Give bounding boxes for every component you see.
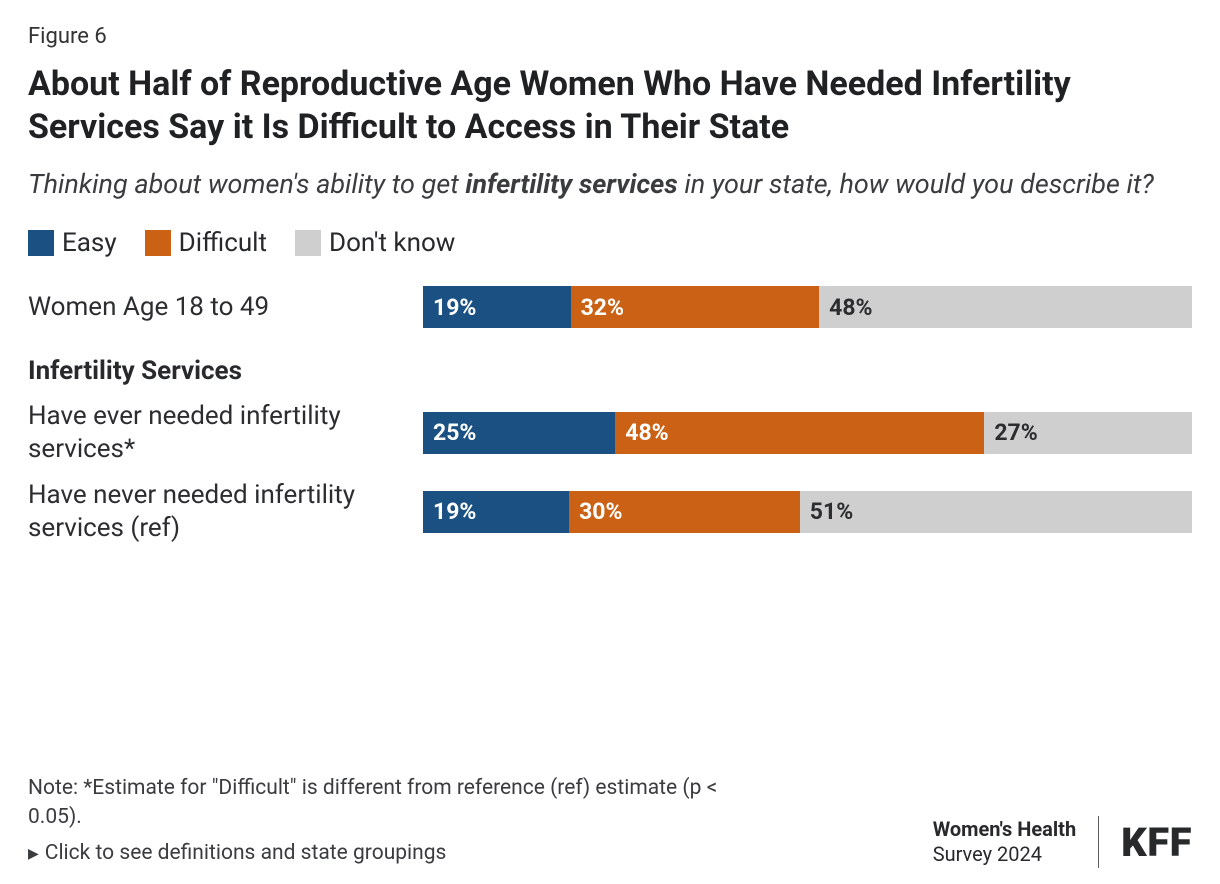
- bar-segment-dk: 27%: [984, 412, 1192, 454]
- legend-item-easy: Easy: [28, 228, 117, 258]
- legend: Easy Difficult Don't know: [28, 228, 1192, 258]
- stacked-bar: 19%32%48%: [423, 286, 1192, 328]
- question-text-pre: Thinking about women's ability to get: [28, 168, 465, 200]
- chart-rows-bottom: Have ever needed infertility services*25…: [28, 400, 1192, 544]
- legend-item-difficult: Difficult: [145, 228, 267, 258]
- footer-left: Note: *Estimate for "Difficult" is diffe…: [28, 774, 768, 868]
- legend-swatch-easy: [28, 230, 54, 256]
- chart-rows-top: Women Age 18 to 4919%32%48%: [28, 286, 1192, 328]
- footer-click-text: Click to see definitions and state group…: [45, 841, 447, 865]
- survey-question: Thinking about women's ability to get in…: [28, 166, 1192, 202]
- footer-divider: [1098, 816, 1099, 868]
- chart-area: Women Age 18 to 4919%32%48% Infertility …: [28, 286, 1192, 544]
- chart-row: Have ever needed infertility services*25…: [28, 400, 1192, 465]
- brand-block: Women's Health Survey 2024: [933, 817, 1076, 867]
- bar-segment-diff: 32%: [571, 286, 820, 328]
- chart-row: Have never needed infertility services (…: [28, 479, 1192, 544]
- legend-label-difficult: Difficult: [179, 228, 267, 258]
- stacked-bar: 25%48%27%: [423, 412, 1192, 454]
- footer-note: Note: *Estimate for "Difficult" is diffe…: [28, 774, 768, 833]
- legend-label-dontknow: Don't know: [329, 228, 455, 258]
- row-label: Have never needed infertility services (…: [28, 479, 423, 544]
- chart-headline: About Half of Reproductive Age Women Who…: [28, 63, 1192, 148]
- kff-logo: KFF: [1121, 819, 1192, 866]
- footer-click-line[interactable]: ▶ Click to see definitions and state grou…: [28, 839, 768, 868]
- bar-segment-dk: 51%: [800, 491, 1192, 533]
- bar-segment-easy: 19%: [423, 286, 571, 328]
- bar-segment-dk: 48%: [819, 286, 1192, 328]
- footer-right: Women's Health Survey 2024 KFF: [933, 816, 1192, 868]
- row-label: Have ever needed infertility services*: [28, 400, 423, 465]
- question-text-post: in your state, how would you describe it…: [678, 168, 1154, 200]
- brand-line2: Survey 2024: [933, 842, 1076, 867]
- row-label: Women Age 18 to 49: [28, 291, 423, 324]
- stacked-bar: 19%30%51%: [423, 491, 1192, 533]
- question-bold-term: infertility services: [465, 168, 677, 200]
- legend-item-dontknow: Don't know: [295, 228, 455, 258]
- bar-segment-diff: 48%: [615, 412, 984, 454]
- bar-segment-diff: 30%: [569, 491, 800, 533]
- legend-label-easy: Easy: [62, 228, 117, 258]
- footer: Note: *Estimate for "Difficult" is diffe…: [28, 774, 1192, 868]
- bar-segment-easy: 19%: [423, 491, 569, 533]
- triangle-right-icon: ▶: [28, 845, 39, 865]
- chart-row: Women Age 18 to 4919%32%48%: [28, 286, 1192, 328]
- bar-segment-easy: 25%: [423, 412, 615, 454]
- legend-swatch-dontknow: [295, 230, 321, 256]
- brand-line1: Women's Health: [933, 817, 1076, 842]
- figure-number: Figure 6: [28, 24, 1192, 49]
- legend-swatch-difficult: [145, 230, 171, 256]
- chart-subhead: Infertility Services: [28, 356, 1192, 386]
